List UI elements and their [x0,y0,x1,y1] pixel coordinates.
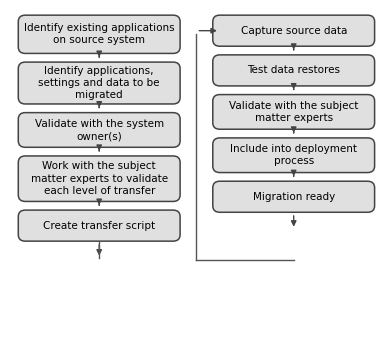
FancyBboxPatch shape [213,55,375,86]
FancyBboxPatch shape [213,95,375,129]
Text: Capture source data: Capture source data [240,26,347,36]
FancyBboxPatch shape [213,138,375,173]
Text: Validate with the subject
matter experts: Validate with the subject matter experts [229,101,358,123]
Text: Work with the subject
matter experts to validate
each level of transfer: Work with the subject matter experts to … [31,161,168,196]
FancyBboxPatch shape [18,156,180,201]
FancyBboxPatch shape [18,62,180,104]
Text: Create transfer script: Create transfer script [43,221,155,231]
Text: Identify applications,
settings and data to be
migrated: Identify applications, settings and data… [39,66,160,100]
FancyBboxPatch shape [213,15,375,46]
Text: Migration ready: Migration ready [252,192,335,202]
FancyBboxPatch shape [18,113,180,147]
FancyBboxPatch shape [18,210,180,241]
Text: Validate with the system
owner(s): Validate with the system owner(s) [35,119,164,141]
FancyBboxPatch shape [213,181,375,212]
Text: Test data restores: Test data restores [247,65,340,75]
Text: Identify existing applications
on source system: Identify existing applications on source… [24,23,175,45]
Text: Include into deployment
process: Include into deployment process [230,144,357,166]
FancyBboxPatch shape [18,15,180,53]
